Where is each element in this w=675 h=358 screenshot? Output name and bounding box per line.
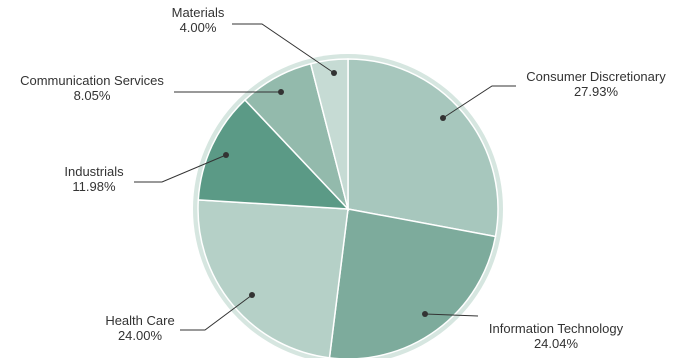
slice-label: Consumer Discretionary [526,69,666,84]
leader-line [180,294,253,331]
leader-line [232,23,335,74]
slice-value-label: 27.93% [574,84,619,99]
slice-label: Health Care [105,313,174,328]
pie-slice-industrials [197,98,350,210]
slice-value-label: 4.00% [180,20,217,35]
leader-dot [422,311,428,317]
pie-slice-health-care [197,199,349,358]
pie-slice-consumer-discretionary [347,58,499,238]
leader-dot [440,115,446,121]
leader-dot [249,292,255,298]
slice-value-label: 8.05% [74,88,111,103]
leader-dot [278,89,284,95]
leader-line [134,154,227,183]
leader-dot [331,70,337,76]
slice-label: Industrials [64,164,124,179]
pie-slice-materials [309,58,349,210]
slice-label: Materials [172,5,225,20]
leader-dot [223,152,229,158]
slice-label: Communication Services [20,73,164,88]
leader-line [442,85,516,119]
pie-slice-information-technology [328,208,497,358]
slice-label: Information Technology [489,321,624,336]
slice-value-label: 24.00% [118,328,163,343]
leader-line [424,313,479,317]
pie-slices [197,58,499,358]
slice-value-label: 24.04% [534,336,579,351]
slice-value-label: 11.98% [72,179,116,194]
